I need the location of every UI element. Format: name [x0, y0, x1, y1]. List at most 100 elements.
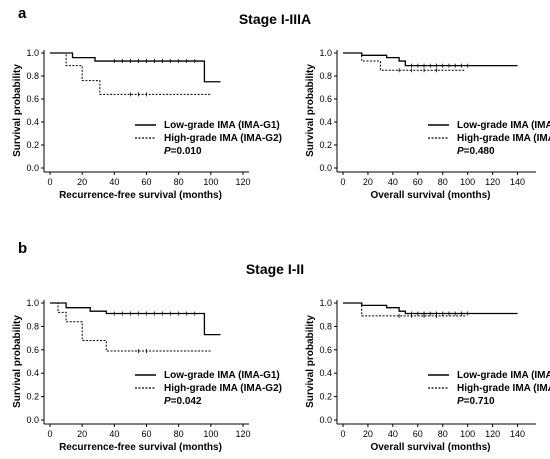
panel-letter-a: a — [18, 5, 27, 22]
x-tick-label: 40 — [109, 429, 119, 439]
legend-label-low-grade: Low-grade IMA (IMA-G1) — [164, 370, 280, 381]
y-tick-label: 0.0 — [26, 163, 39, 173]
p-value-number: =0.710 — [464, 396, 495, 407]
x-tick-label: 20 — [363, 177, 373, 187]
x-axis-title: Overall survival (months) — [370, 190, 490, 201]
y-tick-label: 0.0 — [319, 415, 332, 425]
p-value-text: P=0.010 — [164, 146, 202, 157]
section-title-a: Stage I-IIIA — [239, 11, 311, 27]
x-tick-label: 60 — [413, 429, 423, 439]
survival-curve-2 — [343, 52, 466, 71]
survival-curve-2 — [343, 302, 466, 317]
x-tick-label: 0 — [340, 177, 345, 187]
y-tick-label: 0.0 — [26, 415, 39, 425]
legend-label-low-grade: Low-grade IMA (IMA-G1) — [164, 120, 280, 131]
x-tick-label: 40 — [388, 177, 398, 187]
x-tick-label: 80 — [438, 177, 448, 187]
x-tick-label: 40 — [388, 429, 398, 439]
km-chart-a-2: 0.0 0.2 0.4 0.6 0.8 1.0 0 20 40 60 80 100 120 140 Surv… — [305, 48, 550, 201]
x-tick-label: 100 — [203, 429, 218, 439]
y-axis-title: Survival probability — [305, 64, 316, 157]
p-value-text: P=0.480 — [457, 146, 495, 157]
y-tick-label: 1.0 — [26, 48, 39, 58]
y-tick-label: 0.2 — [26, 392, 39, 402]
y-tick-label: 0.4 — [319, 368, 332, 378]
panel-letter-b: b — [18, 240, 27, 257]
y-tick-label: 0.4 — [26, 117, 39, 127]
y-tick-label: 1.0 — [319, 48, 332, 58]
legend-label-high-grade: High-grade IMA (IMA-G2) — [457, 383, 550, 394]
y-tick-label: 0.6 — [26, 94, 39, 104]
x-tick-label: 60 — [141, 177, 151, 187]
p-value-symbol: P — [164, 396, 171, 407]
y-axis-title: Survival probability — [12, 315, 23, 408]
y-tick-label: 1.0 — [26, 298, 39, 308]
y-tick-label: 0.0 — [319, 163, 332, 173]
y-tick-label: 0.4 — [26, 368, 39, 378]
x-tick-label: 80 — [174, 429, 184, 439]
x-tick-label: 40 — [109, 177, 119, 187]
y-axis-title: Survival probability — [12, 64, 23, 157]
p-value-number: =0.042 — [171, 396, 202, 407]
x-tick-label: 0 — [47, 177, 52, 187]
p-value-text: P=0.710 — [457, 396, 495, 407]
x-axis-title: Recurrence-free survival (months) — [59, 190, 222, 201]
x-tick-label: 20 — [77, 429, 87, 439]
y-axis-title: Survival probability — [305, 315, 316, 408]
p-value-symbol: P — [164, 146, 171, 157]
y-tick-label: 0.4 — [319, 117, 332, 127]
legend-label-high-grade: High-grade IMA (IMA-G2) — [164, 133, 282, 144]
y-tick-label: 0.6 — [319, 345, 332, 355]
y-tick-label: 0.8 — [319, 71, 332, 81]
x-tick-label: 20 — [363, 429, 373, 439]
x-tick-label: 120 — [235, 177, 250, 187]
x-tick-label: 0 — [340, 429, 345, 439]
x-axis-title: Recurrence-free survival (months) — [59, 442, 222, 453]
x-tick-label: 20 — [77, 177, 87, 187]
x-tick-label: 140 — [510, 429, 525, 439]
p-value-number: =0.480 — [464, 146, 495, 157]
survival-curve-1 — [50, 52, 221, 83]
y-tick-label: 0.6 — [26, 345, 39, 355]
x-tick-label: 140 — [510, 177, 525, 187]
y-tick-label: 0.8 — [26, 71, 39, 81]
x-tick-label: 0 — [47, 429, 52, 439]
x-tick-label: 100 — [203, 177, 218, 187]
x-tick-label: 80 — [438, 429, 448, 439]
survival-curve-2 — [50, 52, 211, 95]
x-tick-label: 120 — [485, 177, 500, 187]
km-chart-b-2: 0.0 0.2 0.4 0.6 0.8 1.0 0 20 40 60 80 100 120 140 Surv… — [305, 298, 550, 453]
x-tick-label: 60 — [413, 177, 423, 187]
km-chart-a-1: 0.0 0.2 0.4 0.6 0.8 1.0 0 20 40 60 80 100 120 Surviva… — [12, 48, 282, 201]
survival-curve-1 — [50, 302, 221, 336]
survival-curve-2 — [50, 302, 211, 352]
y-tick-label: 0.6 — [319, 94, 332, 104]
survival-curve-1 — [343, 302, 518, 315]
x-tick-label: 80 — [174, 177, 184, 187]
legend-label-high-grade: High-grade IMA (IMA-G2) — [164, 383, 282, 394]
x-tick-label: 100 — [460, 429, 475, 439]
y-tick-label: 1.0 — [319, 298, 332, 308]
x-tick-label: 100 — [460, 177, 475, 187]
y-tick-label: 0.2 — [319, 392, 332, 402]
p-value-symbol: P — [457, 146, 464, 157]
km-chart-b-1: 0.0 0.2 0.4 0.6 0.8 1.0 0 20 40 60 80 100 120 Surviva… — [12, 298, 282, 453]
p-value-number: =0.010 — [171, 146, 202, 157]
survival-curve-1 — [343, 52, 518, 67]
p-value-symbol: P — [457, 396, 464, 407]
charts-layer: 0.0 0.2 0.4 0.6 0.8 1.0 0 20 40 60 80 100 120 Surviva… — [12, 48, 550, 453]
y-tick-label: 0.2 — [319, 140, 332, 150]
x-tick-label: 60 — [141, 429, 151, 439]
y-tick-label: 0.8 — [26, 321, 39, 331]
legend-label-low-grade: Low-grade IMA (IMA-G1) — [457, 120, 550, 131]
x-axis-title: Overall survival (months) — [370, 442, 490, 453]
x-tick-label: 120 — [485, 429, 500, 439]
legend-label-high-grade: High-grade IMA (IMA-G2) — [457, 133, 550, 144]
y-tick-label: 0.8 — [319, 321, 332, 331]
legend-label-low-grade: Low-grade IMA (IMA-G1) — [457, 370, 550, 381]
section-title-b: Stage I-II — [246, 261, 304, 277]
y-tick-label: 0.2 — [26, 140, 39, 150]
x-tick-label: 120 — [235, 429, 250, 439]
p-value-text: P=0.042 — [164, 396, 202, 407]
